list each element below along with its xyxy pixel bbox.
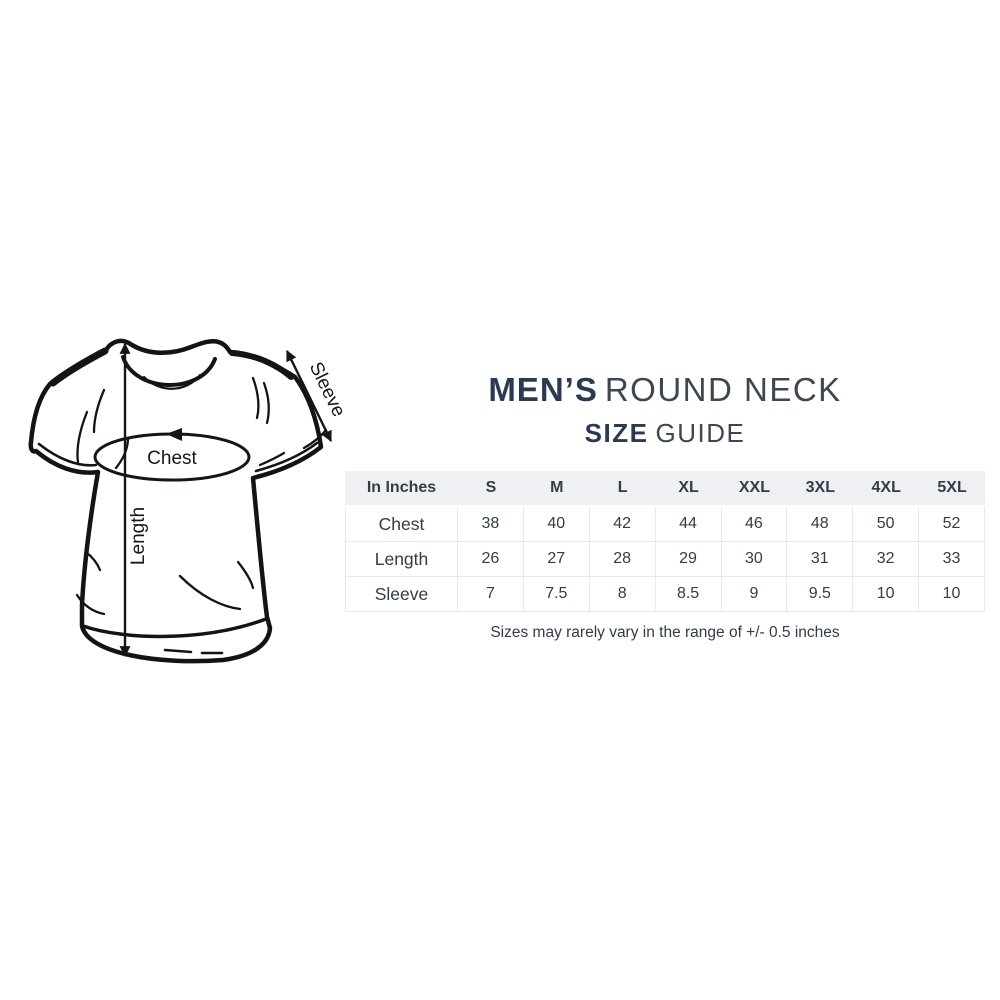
size-value-cell: 28 [589, 542, 656, 577]
length-label: Length [128, 507, 149, 565]
title-guide: GUIDE [655, 418, 746, 448]
size-value-cell: 48 [787, 507, 854, 542]
size-value-cell: 30 [721, 542, 788, 577]
tshirt-outline [28, 338, 324, 664]
size-value-cell: 10 [919, 577, 985, 612]
size-col-header: 5XL [919, 471, 985, 505]
size-col-header: XXL [721, 471, 788, 505]
size-value-cell: 32 [853, 542, 920, 577]
length-measure-arrow: Length [119, 342, 149, 658]
chest-measure-ellipse: Chest [93, 428, 251, 482]
size-col-header: XL [655, 471, 722, 505]
size-value-cell: 46 [721, 507, 788, 542]
size-value-cell: 33 [919, 542, 985, 577]
title-line-1: MEN’S ROUND NECK [345, 372, 985, 408]
size-col-header: L [589, 471, 656, 505]
size-value-cell: 52 [919, 507, 985, 542]
size-col-header: M [523, 471, 590, 505]
size-value-cell: 7.5 [523, 577, 590, 612]
size-value-cell: 31 [787, 542, 854, 577]
page-title: MEN’S ROUND NECK SIZE GUIDE [345, 372, 985, 449]
size-value-cell: 7 [458, 577, 524, 612]
size-value-cell: 42 [589, 507, 656, 542]
row-label-chest: Chest [345, 507, 458, 542]
size-value-cell: 9.5 [787, 577, 854, 612]
size-value-cell: 29 [655, 542, 722, 577]
tshirt-collar-and-hems [37, 355, 319, 655]
size-value-cell: 26 [458, 542, 524, 577]
tshirt-measurement-diagram: Length Chest Sleeve [28, 338, 349, 664]
title-round-neck: ROUND NECK [604, 371, 842, 408]
row-label-length: Length [345, 542, 458, 577]
title-size: SIZE [584, 418, 649, 448]
size-value-cell: 8.5 [655, 577, 722, 612]
size-variance-note: Sizes may rarely vary in the range of +/… [490, 624, 840, 641]
size-value-cell: 40 [523, 507, 590, 542]
size-value-cell: 8 [589, 577, 656, 612]
size-col-header: S [458, 471, 524, 505]
size-table: In Inches S M L XL XXL 3XL 4XL 5XL Chest… [345, 471, 985, 612]
size-value-cell: 44 [655, 507, 722, 542]
size-value-cell: 50 [853, 507, 920, 542]
size-value-cell: 10 [853, 577, 920, 612]
chest-arrowhead-icon [166, 428, 182, 441]
size-value-cell: 38 [458, 507, 524, 542]
size-col-header: In Inches [345, 471, 458, 505]
size-col-header: 4XL [853, 471, 920, 505]
chest-label: Chest [147, 448, 197, 469]
size-value-cell: 9 [721, 577, 788, 612]
row-label-sleeve: Sleeve [345, 577, 458, 612]
size-value-cell: 27 [523, 542, 590, 577]
size-col-header: 3XL [787, 471, 854, 505]
title-line-2: SIZE GUIDE [345, 418, 985, 448]
title-mens: MEN’S [488, 371, 598, 408]
